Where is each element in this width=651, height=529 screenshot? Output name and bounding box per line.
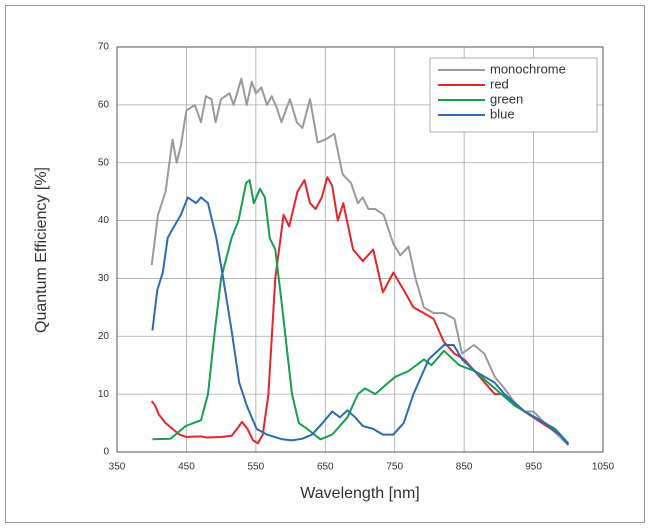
x-tick-label: 1050: [592, 462, 615, 473]
legend-label: red: [490, 76, 509, 91]
x-axis-title: Wavelength [nm]: [300, 485, 419, 502]
x-tick-label: 650: [317, 462, 334, 473]
y-tick-label: 0: [103, 447, 109, 458]
legend-label: monochrome: [490, 61, 566, 76]
y-tick-label: 70: [98, 42, 110, 53]
x-tick-label: 850: [456, 462, 473, 473]
y-axis-title: Quantum Efficiency [%]: [33, 167, 50, 333]
series-line: [150, 176, 570, 446]
y-tick-label: 10: [98, 389, 110, 400]
y-tick-label: 60: [98, 99, 110, 110]
x-tick-label: 750: [386, 462, 403, 473]
plot-border: [116, 46, 604, 453]
legend-label: blue: [490, 106, 515, 121]
legend-label: green: [490, 91, 523, 106]
x-tick-label: 450: [178, 462, 195, 473]
x-tick-label: 350: [109, 462, 126, 473]
y-tick-label: 30: [98, 273, 110, 284]
y-tick-label: 20: [98, 331, 110, 342]
x-tick-label: 550: [248, 462, 265, 473]
series-line: [151, 196, 570, 446]
series-line: [150, 77, 569, 446]
x-tick-label: 950: [525, 462, 542, 473]
series-line: [152, 179, 570, 444]
y-tick-label: 50: [98, 157, 110, 168]
y-tick-label: 40: [98, 215, 110, 226]
